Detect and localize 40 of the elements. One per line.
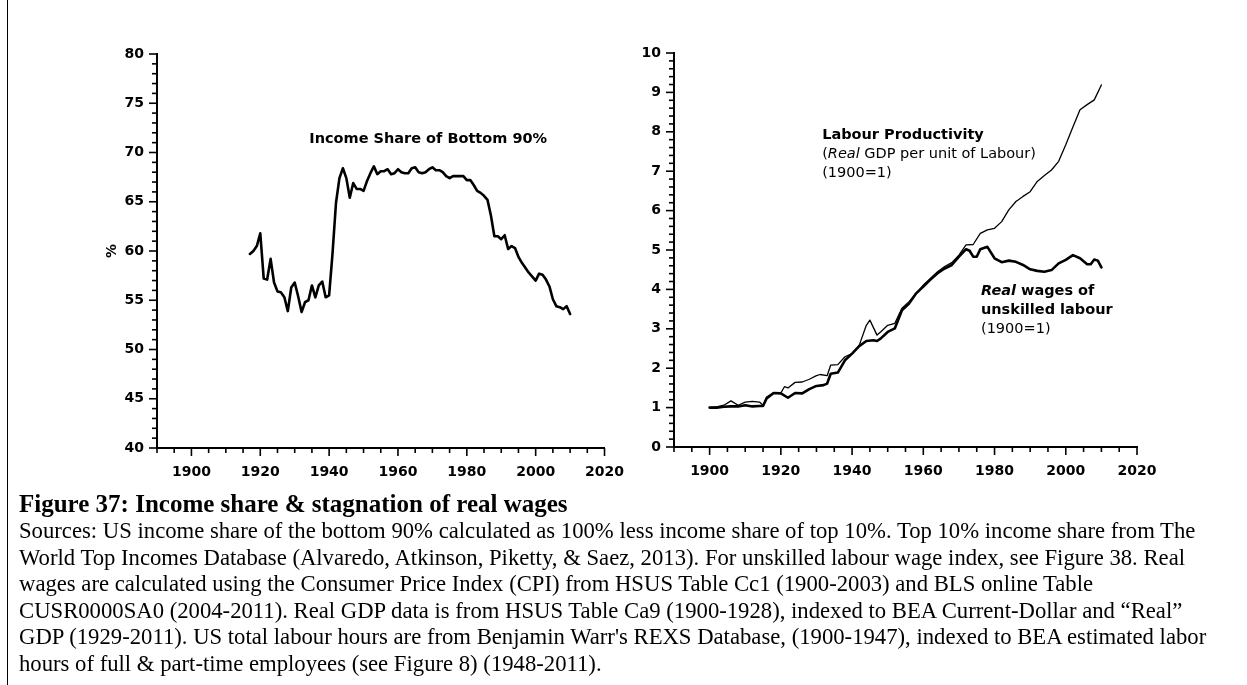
y-tick-label: 3 — [651, 319, 661, 336]
y-tick-label: 65 — [124, 192, 144, 209]
x-tick-label: 2000 — [1046, 462, 1086, 479]
y-tick-label: 45 — [124, 389, 144, 406]
y-tick-label: 80 — [124, 44, 145, 61]
source-note: Sources: US income share of the bottom 90% calculated as 100% less income share of top 10%. Top 10% income share from The World Top Incomes Database (Alvaredo, Atkinson, Piketty, & Saez, 2013). For unskilled labour wage index, see Figure 38. Real wages are calculated using the Consumer Price Index (CPI) from HSUS Table Cc1 (1900-2003) and BLS online Table CUSR0000SA0 (2004-2011). Real GDP data is from HSUS Table Ca9 (1900-1928), indexed to BEA Current-Dollar and “Real” GDP (1929-2011). US total labour hours are from Benjamin Warr's REXS Database, (1900-1947), indexed to BEA estimated labor hours of full & part-time employees (see Figure 8) (1948-2011). — [19, 518, 1208, 677]
y-tick-label: 8 — [651, 122, 661, 139]
x-tick-label: 1960 — [378, 463, 418, 480]
y-axis-title: % — [103, 243, 120, 259]
x-tick-label: 2020 — [585, 463, 625, 480]
y-tick-label: 0 — [651, 437, 662, 454]
x-tick-label: 1920 — [761, 462, 801, 479]
y-tick-label: 7 — [651, 161, 661, 178]
y-tick-label: 4 — [651, 280, 662, 297]
y-tick-label: 6 — [651, 201, 661, 218]
series-label: Real wages of unskilled labour (1900=1) — [980, 281, 1114, 336]
y-tick-label: 40 — [124, 438, 145, 455]
y-tick-label: 70 — [124, 143, 145, 160]
x-tick-label: 1940 — [309, 463, 349, 480]
x-tick-label: 1900 — [171, 463, 212, 480]
y-tick-label: 75 — [124, 93, 144, 110]
text: Figure 37: Income share & stagnation of real wages — [19, 490, 569, 518]
x-tick-label: 1980 — [447, 463, 487, 480]
x-tick-label: 2020 — [1117, 462, 1157, 479]
y-tick-label: 9 — [651, 83, 661, 100]
y-tick-label: 5 — [651, 240, 661, 257]
x-tick-label: 2000 — [516, 463, 556, 480]
series-label: Labour Productivity (Real GDP per unit of Labour) (1900=1) — [822, 125, 1036, 180]
x-tick-label: 1920 — [240, 463, 281, 480]
x-tick-label: 1980 — [975, 462, 1015, 479]
x-tick-label: 1900 — [690, 462, 730, 479]
text: Income Share of Bottom 90% — [309, 129, 548, 146]
x-tick-label: 1960 — [903, 462, 944, 479]
y-tick-label: 2 — [651, 358, 661, 375]
y-tick-label: 50 — [124, 340, 145, 357]
x-tick-label: 1940 — [832, 462, 872, 479]
y-tick-label: 1 — [651, 398, 661, 415]
y-tick-label: 10 — [641, 43, 662, 60]
y-tick-label: 55 — [124, 290, 144, 307]
y-tick-label: 60 — [124, 241, 145, 258]
